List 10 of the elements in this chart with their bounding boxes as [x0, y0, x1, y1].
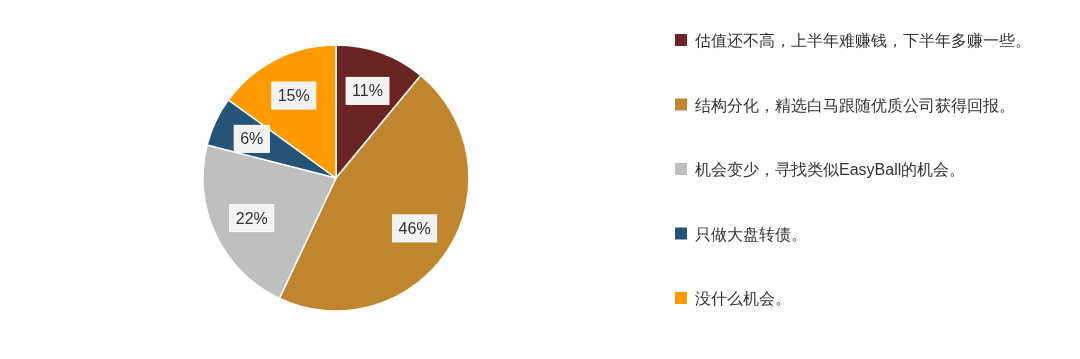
legend-label: 估值还不高，上半年难赚钱，下半年多赚一些。: [694, 32, 1031, 49]
data-label: 11%: [352, 82, 383, 100]
legend-label: 只做大盘转债。: [695, 225, 807, 243]
data-label: 15%: [277, 87, 310, 105]
data-label: 6%: [240, 130, 264, 148]
legend-label: 机会变少，寻找类似EasyBall的机会。: [695, 161, 966, 178]
legend-label: 结构分化，精选白马跟随优质公司获得回报。: [695, 96, 1015, 114]
legend-label: 没什么机会。: [695, 290, 791, 307]
data-label: 46%: [398, 219, 431, 237]
data-label: 22%: [235, 209, 268, 227]
